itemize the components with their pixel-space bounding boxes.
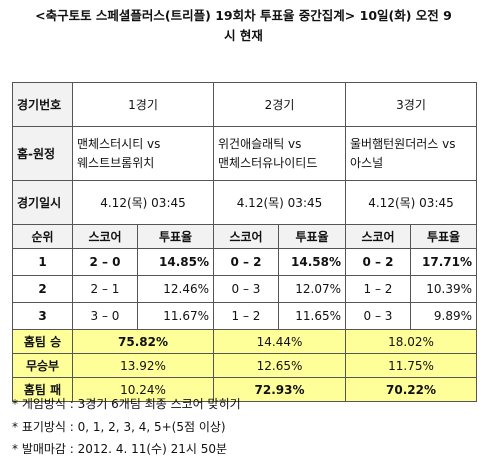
home-loss-row: 홈팀 패 10.24% 72.93% 70.22% (12, 377, 477, 402)
summary-value: 75.82% (72, 329, 214, 354)
score-cell: 0 – 2 (213, 248, 279, 276)
summary-value: 10.24% (72, 377, 214, 402)
summary-value: 72.93% (213, 377, 346, 402)
rate-cell: 12.46% (137, 275, 214, 303)
score-cell: 0 – 3 (213, 275, 279, 303)
summary-value: 18.02% (345, 329, 477, 354)
rate-header: 투표율 (278, 224, 346, 249)
date-game-2: 4.12(목) 03:45 (213, 180, 346, 225)
rank-row: 3 3 – 0 11.67% 1 – 2 11.65% 0 – 3 9.89% (12, 302, 477, 330)
title-line-2: 시 현재 (224, 28, 263, 43)
note-deadline: * 발매마감 : 2012. 4. 11(수) 21시 50분 (12, 442, 227, 456)
date-game-1: 4.12(목) 03:45 (72, 180, 214, 225)
rate-header: 투표율 (410, 224, 477, 249)
matchup-game-3: 울버햄턴원더러스 vs 아스널 (345, 126, 477, 181)
home-win-row: 홈팀 승 75.82% 14.44% 18.02% (12, 329, 477, 354)
matchup-game-2: 위건애슬래틱 vs 맨체스터유나이티드 (213, 126, 346, 181)
rate-header: 투표율 (137, 224, 214, 249)
summary-label: 홈팀 패 (12, 377, 73, 402)
betting-table: 경기번호 1경기 2경기 3경기 홈-원정 맨체스터시티 vs 웨스트브롬위치 … (12, 82, 477, 402)
score-cell: 0 – 3 (345, 302, 411, 330)
date-row: 경기일시 4.12(목) 03:45 4.12(목) 03:45 4.12(목)… (12, 180, 477, 225)
draw-row: 무승부 13.92% 12.65% 11.75% (12, 353, 477, 378)
rate-cell: 9.89% (410, 302, 477, 330)
score-header: 스코어 (213, 224, 279, 249)
rank-number: 3 (12, 302, 73, 330)
title-line-1: <축구토토 스페셜플러스(트리플) 19회차 투표율 중간집계> 10일(화) … (35, 8, 452, 23)
score-cell: 2 – 0 (72, 248, 138, 276)
score-cell: 0 – 2 (345, 248, 411, 276)
rank-row: 2 2 – 1 12.46% 0 – 3 12.07% 1 – 2 10.39% (12, 275, 477, 303)
game-3-header: 3경기 (345, 82, 477, 127)
matchup-game-1: 맨체스터시티 vs 웨스트브롬위치 (72, 126, 214, 181)
away-team: 웨스트브롬위치 (77, 155, 155, 170)
rank-number: 1 (12, 248, 73, 276)
score-cell: 1 – 2 (345, 275, 411, 303)
rate-cell: 17.71% (410, 248, 477, 276)
score-header: 스코어 (72, 224, 138, 249)
note-notation: * 표기방식 : 0, 1, 2, 3, 4, 5+(5점 이상) (12, 419, 226, 434)
summary-value: 14.44% (213, 329, 346, 354)
game-2-header: 2경기 (213, 82, 346, 127)
score-header: 스코어 (345, 224, 411, 249)
page-title: <축구토토 스페셜플러스(트리플) 19회차 투표율 중간집계> 10일(화) … (0, 6, 487, 46)
summary-value: 11.75% (345, 353, 477, 378)
away-team: 맨체스터유나이티드 (218, 155, 318, 170)
game-number-label: 경기번호 (12, 82, 73, 127)
rate-cell: 12.07% (278, 275, 346, 303)
matchup-label: 홈-원정 (12, 126, 73, 181)
rank-number: 2 (12, 275, 73, 303)
note-game-method: * 게임방식 : 3경기 6개팀 최종 스코어 맞히기 (12, 397, 241, 411)
score-cell: 2 – 1 (72, 275, 138, 303)
home-team: 맨체스터시티 vs (77, 136, 161, 151)
matchup-row: 홈-원정 맨체스터시티 vs 웨스트브롬위치 위건애슬래틱 vs 맨체스터유나이… (12, 126, 477, 181)
date-game-3: 4.12(목) 03:45 (345, 180, 477, 225)
summary-value: 12.65% (213, 353, 346, 378)
rate-cell: 11.65% (278, 302, 346, 330)
home-team: 울버햄턴원더러스 vs (350, 136, 456, 151)
summary-label: 무승부 (12, 353, 73, 378)
summary-value: 13.92% (72, 353, 214, 378)
game-1-header: 1경기 (72, 82, 214, 127)
header-row: 경기번호 1경기 2경기 3경기 (12, 82, 477, 127)
column-header-row: 순위 스코어 투표율 스코어 투표율 스코어 투표율 (12, 224, 477, 249)
rate-cell: 14.85% (137, 248, 214, 276)
away-team: 아스널 (350, 155, 384, 170)
summary-label: 홈팀 승 (12, 329, 73, 354)
summary-value: 70.22% (345, 377, 477, 402)
date-label: 경기일시 (12, 180, 73, 225)
rate-cell: 14.58% (278, 248, 346, 276)
notes: * 게임방식 : 3경기 6개팀 최종 스코어 맞히기 * 표기방식 : 0, … (12, 393, 241, 461)
rate-cell: 11.67% (137, 302, 214, 330)
score-cell: 1 – 2 (213, 302, 279, 330)
rate-cell: 10.39% (410, 275, 477, 303)
rank-row: 1 2 – 0 14.85% 0 – 2 14.58% 0 – 2 17.71% (12, 248, 477, 276)
rank-header: 순위 (12, 224, 73, 249)
score-cell: 3 – 0 (72, 302, 138, 330)
home-team: 위건애슬래틱 vs (218, 136, 302, 151)
